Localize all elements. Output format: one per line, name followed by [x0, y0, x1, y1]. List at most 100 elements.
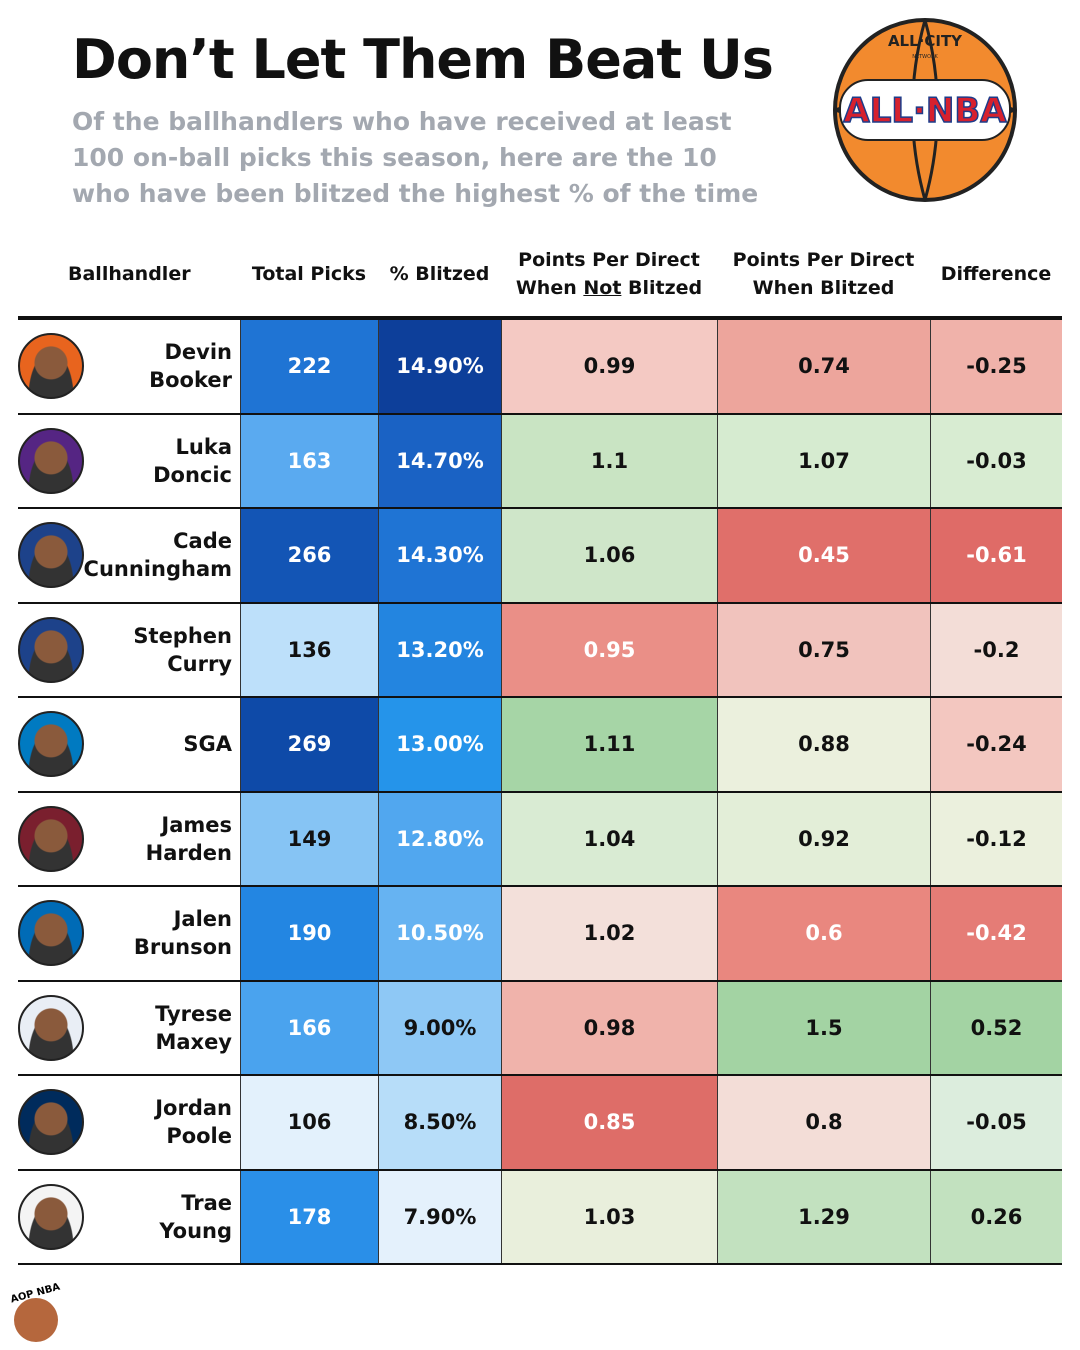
player-name: James Harden: [146, 811, 232, 867]
player-photo: [18, 616, 84, 683]
logo: ALL·CITY NETWORK ALL·NBA: [833, 18, 1017, 202]
header-emphasis: Not: [583, 277, 622, 299]
player-photo: [18, 805, 84, 872]
cell: 13.20%: [378, 603, 501, 696]
column-header: Total Picks: [240, 260, 378, 288]
name-line: Tyrese: [155, 1001, 232, 1026]
cell: 166: [240, 981, 378, 1074]
player-cell: Stephen Curry: [18, 604, 240, 697]
column-header: Ballhandler: [18, 260, 240, 288]
cell: -0.03: [930, 414, 1062, 507]
logo-main: ALL·NBA: [843, 91, 1007, 131]
cell: 1.03: [501, 1170, 717, 1263]
player-photo: [18, 333, 84, 400]
player-cell: SGA: [18, 698, 240, 791]
cell: -0.24: [930, 698, 1062, 791]
header-line: Total Picks: [251, 263, 367, 285]
name-line: Brunson: [133, 935, 232, 960]
cell: 266: [240, 509, 378, 602]
player-name: Luka Doncic: [153, 433, 232, 489]
column-header: Difference: [930, 260, 1062, 288]
cell: 10.50%: [378, 887, 501, 980]
cell: 163: [240, 414, 378, 507]
name-line: Stephen: [133, 623, 232, 648]
table-row: Stephen Curry 136 13.20% 0.95 0.75 -0.2: [18, 603, 1062, 698]
player-photo: [18, 900, 84, 967]
table-row: Tyrese Maxey 166 9.00% 0.98 1.5 0.52: [18, 981, 1062, 1076]
cell: 0.92: [717, 792, 930, 885]
name-line: James: [161, 812, 232, 837]
logo-top: ALL·CITY: [888, 32, 963, 50]
player-cell: Luka Doncic: [18, 415, 240, 508]
cell: 7.90%: [378, 1170, 501, 1263]
player-name: Jalen Brunson: [134, 905, 232, 961]
cell: 12.80%: [378, 792, 501, 885]
cell: 1.02: [501, 887, 717, 980]
cell: 0.99: [501, 320, 717, 413]
cell: 222: [240, 320, 378, 413]
cell: 1.11: [501, 698, 717, 791]
cell: 0.8: [717, 1076, 930, 1169]
cell: 0.98: [501, 981, 717, 1074]
name-line: Devin: [164, 340, 232, 365]
column-header: Points Per Direct When Not Blitzed: [501, 246, 717, 302]
cell: 0.45: [717, 509, 930, 602]
cell: -0.42: [930, 887, 1062, 980]
column-header: Points Per Direct When Blitzed: [717, 246, 930, 302]
cell: -0.25: [930, 320, 1062, 413]
cell: 0.74: [717, 320, 930, 413]
cell: -0.2: [930, 603, 1062, 696]
table: Ballhandler Total Picks % Blitzed Points Pe…: [18, 232, 1062, 1265]
cell: 13.00%: [378, 698, 501, 791]
cell: 0.52: [930, 981, 1062, 1074]
cell: 0.26: [930, 1170, 1062, 1263]
player-name: Cade Cunningham: [84, 527, 232, 583]
player-name: Trae Young: [159, 1189, 232, 1245]
header-row: Ballhandler Total Picks % Blitzed Points Pe…: [18, 232, 1062, 320]
footer-logo: AOP NBA: [9, 1282, 62, 1342]
player-cell: Jalen Brunson: [18, 887, 240, 980]
table-row: SGA 269 13.00% 1.11 0.88 -0.24: [18, 698, 1062, 793]
column-header: % Blitzed: [378, 260, 501, 288]
name-line: Booker: [149, 368, 232, 393]
header-line: Ballhandler: [68, 263, 191, 285]
player-cell: Trae Young: [18, 1171, 240, 1264]
cell: 0.6: [717, 887, 930, 980]
cell: 9.00%: [378, 981, 501, 1074]
cell: 269: [240, 698, 378, 791]
table-row: Devin Booker 222 14.90% 0.99 0.74 -0.25: [18, 320, 1062, 415]
cell: -0.05: [930, 1076, 1062, 1169]
name-line: Doncic: [153, 462, 232, 487]
header-line: When Blitzed: [752, 277, 895, 299]
player-photo: [18, 522, 84, 589]
cell: 14.30%: [378, 509, 501, 602]
header-text: Blitzed: [621, 277, 703, 299]
table-row: Trae Young 178 7.90% 1.03 1.29 0.26: [18, 1170, 1062, 1265]
table-row: Cade Cunningham 266 14.30% 1.06 0.45 -0.61: [18, 509, 1062, 604]
cell: 190: [240, 887, 378, 980]
player-name: Jordan Poole: [155, 1094, 232, 1150]
player-name: Tyrese Maxey: [155, 1000, 232, 1056]
name-line: SGA: [183, 732, 232, 757]
cell: -0.61: [930, 509, 1062, 602]
table-row: James Harden 149 12.80% 1.04 0.92 -0.12: [18, 792, 1062, 887]
cell: 1.5: [717, 981, 930, 1074]
cell: 1.1: [501, 414, 717, 507]
player-cell: Jordan Poole: [18, 1076, 240, 1169]
header-line: Points Per Direct: [518, 249, 700, 271]
name-line: Maxey: [155, 1029, 232, 1054]
cell: 1.29: [717, 1170, 930, 1263]
cell: 1.04: [501, 792, 717, 885]
logo-small: NETWORK: [912, 54, 938, 60]
player-photo: [18, 1183, 84, 1250]
table-row: Jalen Brunson 190 10.50% 1.02 0.6 -0.42: [18, 887, 1062, 982]
player-photo: [18, 994, 84, 1061]
player-photo: [18, 1089, 84, 1156]
cell: 0.88: [717, 698, 930, 791]
header-line: When Not Blitzed: [501, 274, 717, 302]
cell: -0.12: [930, 792, 1062, 885]
player-name: SGA: [183, 730, 232, 758]
player-cell: Tyrese Maxey: [18, 982, 240, 1075]
player-cell: Devin Booker: [18, 320, 240, 413]
